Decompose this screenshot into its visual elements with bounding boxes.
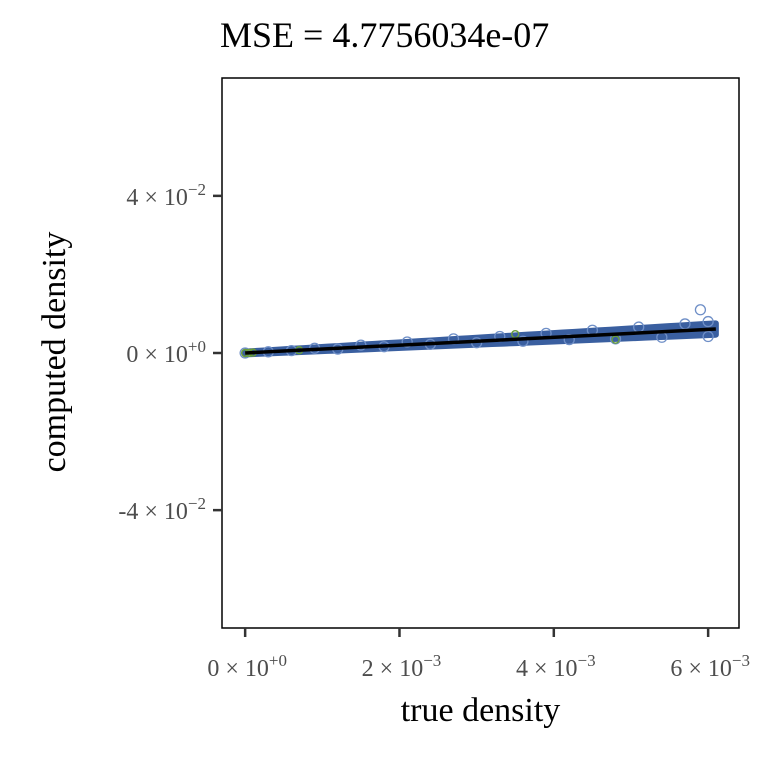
chart-title: MSE = 4.7756034e-07: [220, 15, 550, 55]
data-point: [702, 315, 714, 328]
x-tick-label: 4 × 10−3: [516, 651, 596, 682]
y-axis-label: computed density: [36, 231, 73, 473]
y-tick-label: -4 × 10−2: [118, 494, 206, 525]
x-tick-label: 0 × 10+0: [207, 651, 287, 682]
data-point: [694, 304, 707, 316]
data-point: [563, 333, 575, 346]
x-tick-label: 2 × 10−3: [362, 651, 442, 682]
y-axis-ticks: 4 × 10−2 0 × 10+0 -4 × 10−2: [118, 180, 222, 525]
y-tick-label: 4 × 10−2: [126, 180, 206, 211]
y-tick-label: 0 × 10+0: [126, 337, 206, 368]
fit-line-segment: [245, 327, 716, 355]
data-point: [702, 330, 714, 343]
x-axis-label: true density: [400, 692, 561, 729]
data-point-green: [611, 335, 620, 344]
fit-line: [245, 327, 716, 355]
x-tick-label: 6 × 10−3: [670, 651, 750, 682]
data-point: [517, 335, 529, 347]
data-point: [401, 336, 413, 348]
x-axis-ticks: 0 × 10+0 2 × 10−3 4 × 10−3 6 × 10−3: [207, 628, 750, 682]
